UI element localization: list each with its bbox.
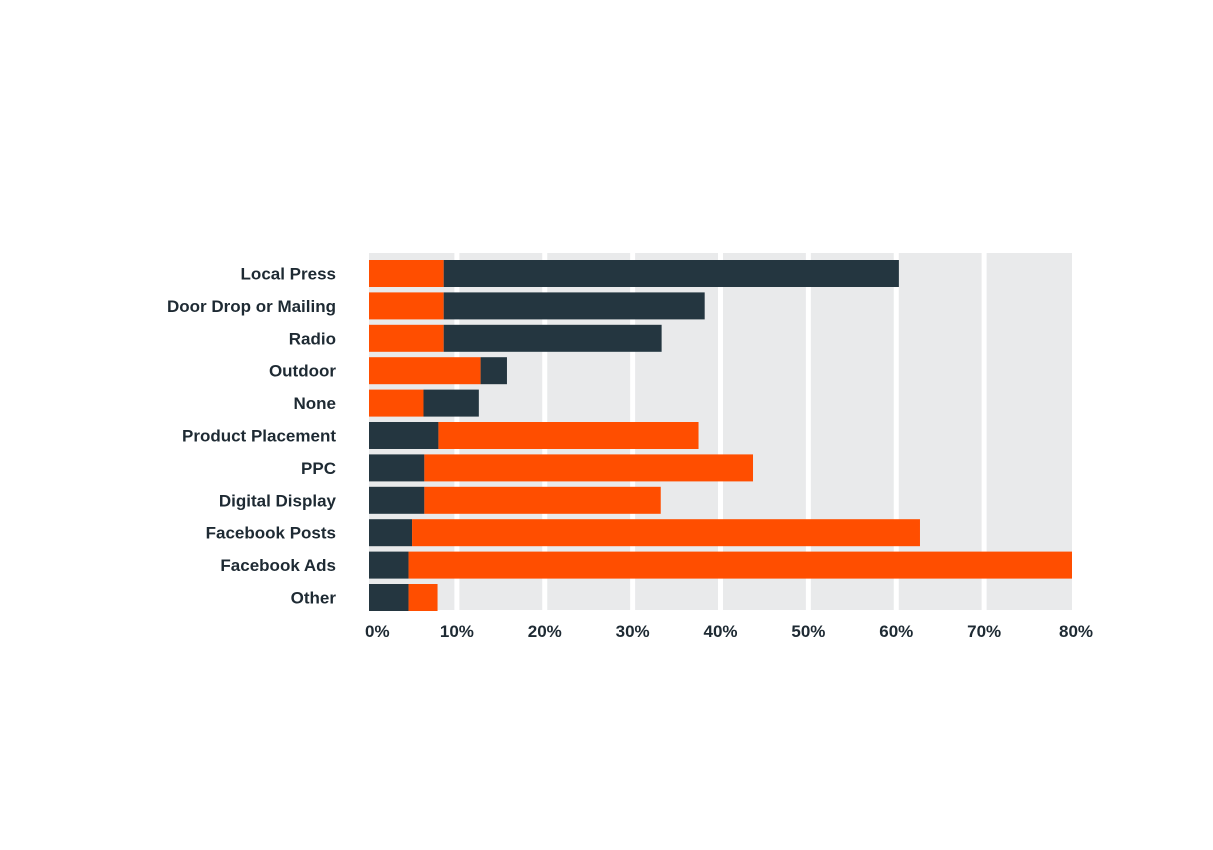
bar-segment <box>408 551 1072 579</box>
bar-segment <box>424 454 754 482</box>
bar-segment <box>369 584 409 611</box>
bar-segment <box>369 324 444 352</box>
bar-segment <box>443 292 705 320</box>
bar-segment <box>369 389 424 417</box>
bar-segment <box>408 584 438 611</box>
bar-segment <box>369 486 425 514</box>
bar-segment <box>369 422 439 449</box>
bar-segment <box>369 292 444 320</box>
x-tick-label: 60% <box>879 622 913 641</box>
category-labels: Local Press Door Drop or Mailing Radio Outd… <box>167 265 337 608</box>
bar-segment <box>412 519 920 547</box>
x-tick-label: 50% <box>791 622 825 641</box>
x-tick-label: 20% <box>528 622 562 641</box>
bar-segment <box>424 486 661 514</box>
category-label: Product Placement <box>182 427 336 446</box>
bars <box>369 260 1072 611</box>
category-label: None <box>294 394 337 413</box>
bar-segment <box>369 454 425 482</box>
bar-segment <box>369 551 409 579</box>
bar-segment <box>480 357 507 385</box>
bar-segment <box>369 519 413 547</box>
x-tick-label: 70% <box>967 622 1001 641</box>
category-label: Local Press <box>241 265 336 284</box>
category-label: Digital Display <box>219 491 337 510</box>
category-label: Other <box>291 589 337 608</box>
bar-segment <box>438 422 699 449</box>
category-label: PPC <box>301 459 336 478</box>
bar-segment <box>423 389 479 417</box>
x-tick-label: 30% <box>616 622 650 641</box>
x-tick-label: 40% <box>703 622 737 641</box>
x-tick-label: 80% <box>1059 622 1093 641</box>
category-label: Outdoor <box>269 362 336 381</box>
category-label: Radio <box>289 329 336 348</box>
category-label: Door Drop or Mailing <box>167 297 336 316</box>
x-tick-label: 0% <box>365 622 390 641</box>
bar-segment <box>369 260 444 287</box>
x-tick-label: 10% <box>440 622 474 641</box>
bar-segment <box>369 357 481 385</box>
category-label: Facebook Ads <box>220 556 336 575</box>
bar-segment <box>443 260 899 287</box>
x-tick-labels: 0% 10% 20% 30% 40% 50% 60% 70% 80% <box>365 622 1093 641</box>
bar-segment <box>443 324 662 352</box>
category-label: Facebook Posts <box>206 524 336 543</box>
